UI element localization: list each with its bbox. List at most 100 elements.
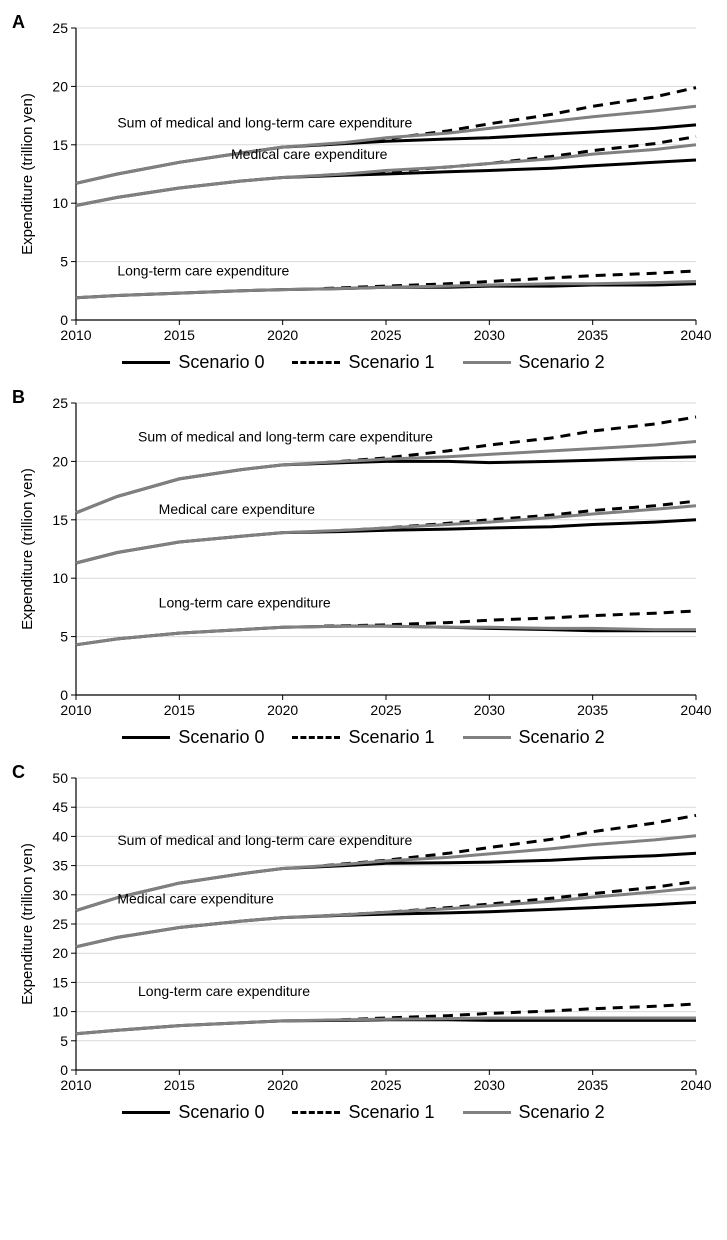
annotation: Medical care expenditure	[231, 146, 388, 162]
legend-item-s1: Scenario 1	[292, 1102, 434, 1123]
ytick-label: 15	[52, 137, 68, 153]
xtick-label: 2025	[370, 702, 401, 718]
legend-label: Scenario 2	[519, 352, 605, 373]
legend-swatch	[463, 736, 511, 739]
annotation: Sum of medical and long-term care expend…	[117, 832, 412, 848]
xtick-label: 2015	[163, 702, 194, 718]
ytick-label: 25	[52, 20, 68, 36]
legend-item-s0: Scenario 0	[122, 727, 264, 748]
xtick-label: 2035	[577, 702, 608, 718]
legend-item-s2: Scenario 2	[463, 352, 605, 373]
chart-B: 05101520252010201520202025203020352040Ex…	[14, 385, 714, 725]
legend-label: Scenario 0	[178, 352, 264, 373]
xtick-label: 2015	[163, 327, 194, 343]
legend-swatch	[122, 361, 170, 364]
ytick-label: 5	[60, 254, 68, 270]
legend-swatch	[463, 361, 511, 364]
xtick-label: 2015	[163, 1077, 194, 1093]
annotation: Medical care expenditure	[117, 891, 274, 907]
legend-swatch	[292, 361, 340, 364]
series-ltc-s2	[76, 282, 696, 298]
ytick-label: 20	[52, 945, 68, 961]
y-axis-label: Expenditure (trillion yen)	[19, 468, 36, 630]
xtick-label: 2020	[267, 327, 298, 343]
xtick-label: 2040	[680, 1077, 711, 1093]
ytick-label: 20	[52, 453, 68, 469]
panel-B: B05101520252010201520202025203020352040E…	[10, 385, 717, 748]
legend-swatch	[292, 736, 340, 739]
legend-label: Scenario 1	[348, 727, 434, 748]
annotation: Sum of medical and long-term care expend…	[117, 114, 412, 130]
ytick-label: 50	[52, 770, 68, 786]
xtick-label: 2010	[60, 702, 91, 718]
xtick-label: 2030	[473, 1077, 504, 1093]
legend-swatch	[122, 736, 170, 739]
xtick-label: 2035	[577, 1077, 608, 1093]
xtick-label: 2025	[370, 327, 401, 343]
ytick-label: 5	[60, 1033, 68, 1049]
legend-item-s0: Scenario 0	[122, 1102, 264, 1123]
chart-svg-A: 05101520252010201520202025203020352040Ex…	[14, 10, 714, 350]
legend-label: Scenario 2	[519, 727, 605, 748]
ytick-label: 10	[52, 195, 68, 211]
series-med-s0	[76, 902, 696, 946]
y-axis-label: Expenditure (trillion yen)	[19, 843, 36, 1005]
annotation: Long-term care expenditure	[138, 983, 310, 999]
annotation: Long-term care expenditure	[117, 263, 289, 279]
chart-A: 05101520252010201520202025203020352040Ex…	[14, 10, 714, 350]
ytick-label: 20	[52, 78, 68, 94]
ytick-label: 25	[52, 395, 68, 411]
series-med-s0	[76, 520, 696, 563]
xtick-label: 2020	[267, 1077, 298, 1093]
xtick-label: 2035	[577, 327, 608, 343]
series-ltc-s1	[324, 611, 696, 626]
ytick-label: 0	[60, 687, 68, 703]
xtick-label: 2025	[370, 1077, 401, 1093]
chart-svg-B: 05101520252010201520202025203020352040Ex…	[14, 385, 714, 725]
legend-swatch	[292, 1111, 340, 1114]
ytick-label: 10	[52, 570, 68, 586]
xtick-label: 2030	[473, 702, 504, 718]
xtick-label: 2010	[60, 327, 91, 343]
legend-item-s0: Scenario 0	[122, 352, 264, 373]
chart-svg-C: 0510152025303540455020102015202020252030…	[14, 760, 714, 1100]
panel-C: C051015202530354045502010201520202025203…	[10, 760, 717, 1123]
annotation: Medical care expenditure	[158, 501, 315, 517]
legend: Scenario 0 Scenario 1 Scenario 2	[10, 727, 717, 748]
ytick-label: 45	[52, 799, 68, 815]
xtick-label: 2040	[680, 327, 711, 343]
legend-label: Scenario 0	[178, 727, 264, 748]
xtick-label: 2040	[680, 702, 711, 718]
legend-label: Scenario 2	[519, 1102, 605, 1123]
series-ltc-s2	[76, 626, 696, 645]
legend-item-s1: Scenario 1	[292, 352, 434, 373]
legend-item-s2: Scenario 2	[463, 1102, 605, 1123]
legend-label: Scenario 0	[178, 1102, 264, 1123]
xtick-label: 2020	[267, 702, 298, 718]
legend: Scenario 0 Scenario 1 Scenario 2	[10, 352, 717, 373]
ytick-label: 10	[52, 1004, 68, 1020]
ytick-label: 15	[52, 974, 68, 990]
legend-item-s1: Scenario 1	[292, 727, 434, 748]
annotation: Long-term care expenditure	[158, 594, 330, 610]
panel-A: A05101520252010201520202025203020352040E…	[10, 10, 717, 373]
legend-item-s2: Scenario 2	[463, 727, 605, 748]
ytick-label: 15	[52, 512, 68, 528]
series-med-s0	[76, 160, 696, 206]
ytick-label: 30	[52, 887, 68, 903]
xtick-label: 2030	[473, 327, 504, 343]
annotation: Sum of medical and long-term care expend…	[138, 429, 433, 445]
legend-swatch	[463, 1111, 511, 1114]
legend-swatch	[122, 1111, 170, 1114]
legend: Scenario 0 Scenario 1 Scenario 2	[10, 1102, 717, 1123]
y-axis-label: Expenditure (trillion yen)	[19, 93, 36, 255]
xtick-label: 2010	[60, 1077, 91, 1093]
ytick-label: 40	[52, 828, 68, 844]
ytick-label: 35	[52, 858, 68, 874]
ytick-label: 25	[52, 916, 68, 932]
ytick-label: 0	[60, 312, 68, 328]
ytick-label: 0	[60, 1062, 68, 1078]
legend-label: Scenario 1	[348, 1102, 434, 1123]
ytick-label: 5	[60, 629, 68, 645]
chart-C: 0510152025303540455020102015202020252030…	[14, 760, 714, 1100]
